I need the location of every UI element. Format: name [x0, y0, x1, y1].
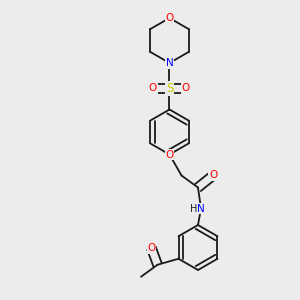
Text: O: O: [149, 83, 157, 94]
Text: H: H: [190, 203, 197, 214]
Text: N: N: [197, 203, 205, 214]
Text: S: S: [166, 82, 173, 95]
Text: O: O: [147, 243, 156, 253]
Text: O: O: [165, 13, 174, 23]
Text: N: N: [166, 58, 173, 68]
Text: O: O: [182, 83, 190, 94]
Text: O: O: [209, 170, 217, 181]
Text: O: O: [165, 149, 174, 160]
